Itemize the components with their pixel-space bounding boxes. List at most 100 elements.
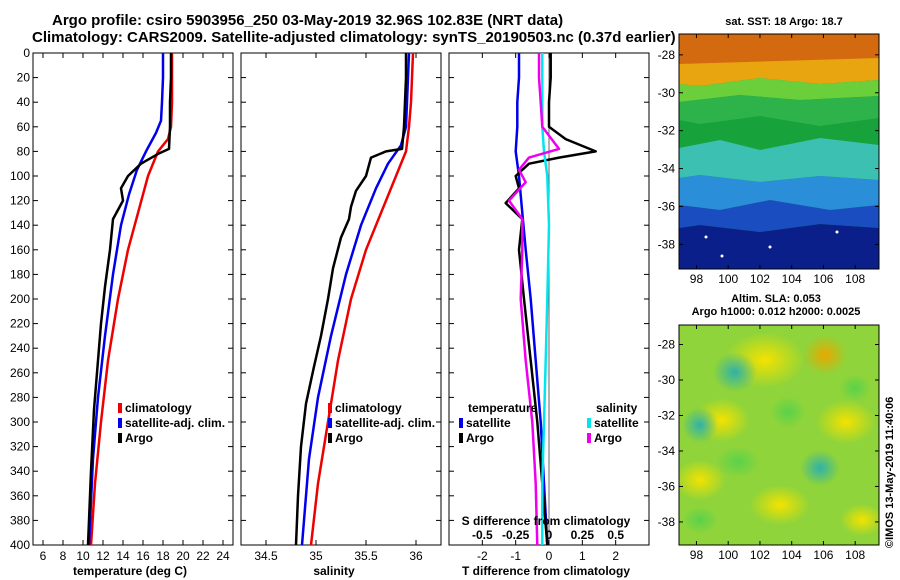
map-lat-label: -36 (658, 199, 676, 213)
sst-map (679, 34, 879, 269)
x-tick-label: 35.5 (354, 549, 378, 563)
y-tick-label: 280 (10, 390, 30, 404)
series-line-satellite-adj-clim- (87, 53, 165, 545)
temperature-legend: climatology satellite-adj. clim. Argo (118, 401, 225, 445)
y-tick-label: 80 (17, 144, 31, 158)
map-lon-label: 100 (718, 272, 738, 286)
x-tick-label: 0 (546, 549, 553, 563)
y-tick-label: 140 (10, 218, 30, 232)
legend-swatch-climatology (118, 403, 122, 413)
s-tick-label: 0.25 (571, 528, 595, 542)
x-tick-label: 14 (116, 549, 130, 563)
legend-title-temperature: temperature (468, 401, 538, 415)
y-tick-label: 240 (10, 341, 30, 355)
x-tick-label: 34.5 (254, 549, 278, 563)
x-tick-label: 1 (579, 549, 586, 563)
y-tick-label: 40 (17, 95, 31, 109)
legend-swatch-argo (328, 433, 332, 443)
legend-label-t-satellite: satellite (466, 416, 511, 430)
y-tick-label: 340 (10, 464, 30, 478)
x-tick-label: 8 (60, 549, 67, 563)
legend-swatch-climatology (328, 403, 332, 413)
map-lon-label: 106 (813, 272, 833, 286)
legend-label-climatology: climatology (335, 401, 402, 415)
legend-title-salinity: salinity (596, 401, 638, 415)
y-tick-label: 400 (10, 538, 30, 552)
series-line-t-argo (504, 53, 597, 545)
legend-label-t-argo: Argo (466, 431, 494, 445)
salinity-xlabel: salinity (313, 564, 355, 578)
series-line-climatology (309, 53, 415, 545)
legend-swatch-s-argo (587, 433, 591, 443)
series-line-satellite-adj-clim- (300, 53, 411, 545)
x-tick-label: 12 (96, 549, 110, 563)
y-tick-label: 20 (17, 71, 31, 85)
map-lon-label: 108 (845, 272, 865, 286)
profile-lines (86, 53, 597, 545)
map-lon-label: 102 (750, 548, 770, 562)
x-tick-label: 24 (216, 549, 230, 563)
y-tick-label: 260 (10, 366, 30, 380)
map-lat-label: -36 (658, 479, 676, 493)
map-lat-label: -32 (658, 124, 676, 138)
salinity-legend: climatology satellite-adj. clim. Argo (328, 401, 435, 445)
series-line-argo (86, 53, 173, 545)
x-tick-label: 35 (309, 549, 323, 563)
temperature-panel-frame (32, 52, 234, 546)
sla-map-title: Altim. SLA: 0.053 (731, 293, 821, 305)
x-tick-label: 20 (176, 549, 190, 563)
map-lon-label: 100 (718, 548, 738, 562)
map-lat-label: -38 (658, 515, 676, 529)
sla-map-frame (678, 324, 880, 546)
series-line-s-argo (507, 53, 561, 545)
map-lat-label: -30 (658, 86, 676, 100)
s-tick-label: -0.25 (502, 528, 530, 542)
map-lon-label: 104 (782, 548, 802, 562)
map-lat-label: -30 (658, 373, 676, 387)
y-tick-label: 0 (23, 46, 30, 60)
legend-swatch-satellite (328, 418, 332, 428)
legend-label-argo: Argo (335, 431, 363, 445)
y-tick-label: 320 (10, 440, 30, 454)
map-lon-label: 102 (750, 272, 770, 286)
x-tick-label: -2 (477, 549, 488, 563)
axis-ticks: 0204060801001201401601802002202402602803… (10, 46, 649, 563)
x-tick-label: 16 (136, 549, 150, 563)
map-lat-label: -38 (658, 237, 676, 251)
y-tick-label: 100 (10, 169, 30, 183)
y-tick-label: 220 (10, 317, 30, 331)
x-tick-label: 10 (76, 549, 90, 563)
legend-swatch-argo (118, 433, 122, 443)
title-line-1: Argo profile: csiro 5903956_250 03-May-2… (52, 12, 563, 29)
map-lon-label: 98 (690, 272, 704, 286)
s-difference-label: S difference from climatology (462, 514, 631, 528)
x-tick-label: 22 (196, 549, 210, 563)
map-lon-label: 106 (813, 548, 833, 562)
x-tick-label: 6 (40, 549, 47, 563)
map-lat-label: -34 (658, 162, 676, 176)
x-tick-label: -1 (510, 549, 521, 563)
series-line-argo (294, 53, 408, 545)
sst-map-title: sat. SST: 18 Argo: 18.7 (725, 16, 843, 28)
s-tick-label: -0.5 (472, 528, 493, 542)
map-lat-label: -28 (658, 48, 676, 62)
sla-map-subtitle: Argo h1000: 0.012 h2000: 0.0025 (692, 306, 861, 318)
x-tick-label: 2 (612, 549, 619, 563)
legend-swatch-s-satellite (587, 418, 591, 428)
x-tick-label: 18 (156, 549, 170, 563)
sst-map-ticks: -28 -30 -32 -34 -36 -38 98 100 102 104 106 108 (658, 34, 879, 286)
sst-map-frame (678, 33, 880, 270)
difference-legend: temperature satellite Argo salinity sate… (459, 401, 639, 445)
y-tick-label: 200 (10, 292, 30, 306)
map-lon-label: 108 (845, 548, 865, 562)
y-tick-label: 380 (10, 513, 30, 527)
legend-label-climatology: climatology (125, 401, 192, 415)
y-tick-label: 160 (10, 243, 30, 257)
difference-xlabel: T difference from climatology (462, 564, 630, 578)
map-lon-label: 104 (782, 272, 802, 286)
legend-label-s-argo: Argo (594, 431, 622, 445)
map-lat-label: -34 (658, 444, 676, 458)
legend-label-satellite: satellite-adj. clim. (335, 416, 435, 430)
temperature-xlabel: temperature (deg C) (73, 564, 187, 578)
